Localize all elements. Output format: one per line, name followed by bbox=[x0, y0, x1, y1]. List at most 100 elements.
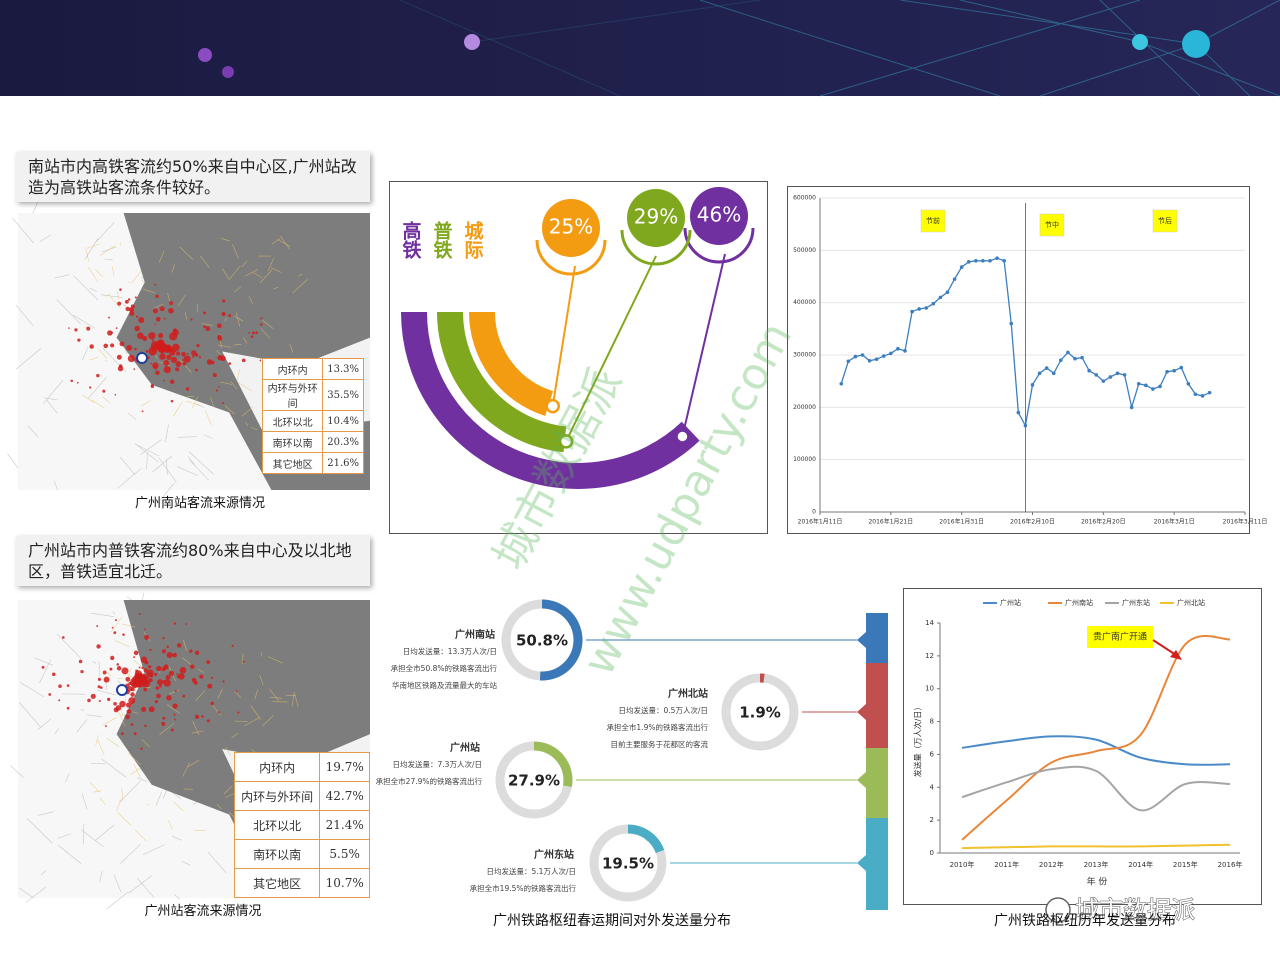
map-dot bbox=[210, 701, 214, 706]
series-point bbox=[903, 349, 907, 353]
map-dot bbox=[127, 354, 136, 363]
series-point bbox=[1030, 383, 1035, 387]
map-dot bbox=[143, 668, 148, 672]
series-point bbox=[1158, 384, 1162, 389]
map-dot bbox=[130, 692, 135, 697]
map-dot bbox=[195, 714, 200, 719]
map-dot bbox=[138, 666, 141, 669]
map-dot bbox=[103, 676, 110, 683]
map-road bbox=[82, 823, 85, 845]
map-dot bbox=[173, 622, 177, 625]
share-arc bbox=[401, 311, 700, 489]
map-dot bbox=[96, 373, 100, 378]
map-dot bbox=[110, 343, 115, 348]
logo-icon bbox=[1045, 897, 1071, 923]
x-tick-label: 2010年 bbox=[950, 860, 975, 869]
map-road bbox=[177, 466, 198, 476]
map-road bbox=[132, 711, 139, 714]
map-road bbox=[140, 400, 151, 407]
map-road bbox=[26, 818, 53, 844]
map-dot bbox=[194, 650, 200, 656]
map-dot bbox=[74, 328, 78, 332]
annotation: 贵广南广开通 bbox=[1093, 631, 1147, 643]
series-point bbox=[1066, 350, 1070, 355]
map-road bbox=[73, 275, 99, 301]
map-dot bbox=[114, 393, 117, 396]
map-dot bbox=[87, 698, 91, 703]
map-road bbox=[181, 860, 191, 866]
map-dot bbox=[108, 316, 110, 319]
map-dot bbox=[163, 360, 170, 366]
map-road bbox=[250, 705, 262, 720]
map-road bbox=[183, 639, 187, 652]
y-tick-label: 2 bbox=[930, 816, 934, 824]
map-road bbox=[140, 439, 162, 455]
map-dot bbox=[161, 649, 167, 654]
y-tick-label: 0 bbox=[930, 849, 934, 857]
map-road bbox=[244, 269, 259, 277]
map-road bbox=[173, 401, 183, 417]
y-tick-label: 6 bbox=[930, 750, 935, 758]
zone-cell: 其它地区 bbox=[261, 452, 324, 474]
map-dot bbox=[165, 674, 171, 680]
map-road bbox=[127, 667, 132, 678]
map-road bbox=[128, 875, 153, 894]
map-dot bbox=[155, 294, 159, 299]
map-road bbox=[93, 790, 102, 793]
map-road bbox=[94, 824, 115, 842]
map-dot bbox=[250, 335, 254, 339]
table-row: 北环以北 10.4% bbox=[261, 410, 364, 432]
map-dot bbox=[163, 365, 171, 374]
x-tick-label: 2016年3月11日 bbox=[1223, 518, 1268, 526]
x-tick-label: 2016年3月1日 bbox=[1154, 518, 1195, 526]
map-road bbox=[189, 459, 209, 481]
zone-cell: 内环内 bbox=[233, 752, 321, 782]
map-road bbox=[228, 811, 236, 818]
series-point bbox=[1207, 390, 1212, 395]
share-cell: 13.3% bbox=[322, 358, 364, 380]
map-dot bbox=[154, 672, 158, 676]
map-dot bbox=[235, 690, 238, 693]
map-dot bbox=[128, 697, 136, 705]
series-point bbox=[1073, 356, 1077, 361]
series-point bbox=[1051, 371, 1056, 376]
map-dot bbox=[186, 352, 189, 355]
series-point bbox=[860, 353, 865, 357]
map-dot bbox=[114, 619, 118, 622]
map-road bbox=[231, 733, 239, 739]
map-dot bbox=[66, 684, 70, 687]
map-dot bbox=[141, 675, 145, 680]
map-road bbox=[39, 234, 52, 243]
map-dot bbox=[138, 317, 145, 324]
map-dot bbox=[148, 678, 153, 683]
map-dot bbox=[135, 669, 139, 673]
map-road bbox=[168, 819, 173, 830]
series-point bbox=[1200, 394, 1205, 398]
map-road bbox=[224, 405, 235, 415]
map-dot bbox=[161, 721, 163, 724]
map-road bbox=[126, 596, 133, 601]
map-dot bbox=[166, 651, 173, 659]
map-road bbox=[232, 244, 239, 259]
source-table: 内环内 13.3% 内环与外环间 35.5% 北环以北 10.4% 南环以南 20.3% 其它地… bbox=[261, 358, 364, 474]
map-road bbox=[134, 443, 159, 463]
y-tick-label: 4 bbox=[930, 783, 935, 791]
series-point bbox=[874, 357, 879, 361]
caption: 广州站客流来源情况 bbox=[144, 904, 262, 919]
map-road bbox=[106, 891, 129, 910]
map-dot bbox=[134, 679, 137, 682]
map-dot bbox=[172, 703, 178, 709]
map-road bbox=[195, 690, 206, 702]
map-road bbox=[112, 611, 115, 615]
share-cell: 19.7% bbox=[319, 752, 370, 782]
channel-segment bbox=[866, 818, 888, 910]
map-road bbox=[289, 344, 294, 353]
caption: 广州铁路枢纽春运期间对外发送量分布 bbox=[493, 913, 731, 929]
table-row: 南环以南 20.3% bbox=[261, 431, 364, 453]
map-road bbox=[46, 399, 58, 414]
station-note: 目前主要服务于花都区的客流 bbox=[611, 739, 709, 749]
map-dot bbox=[133, 656, 136, 659]
series-point bbox=[931, 301, 936, 306]
map-dot bbox=[162, 716, 166, 720]
map-dot bbox=[134, 325, 140, 332]
